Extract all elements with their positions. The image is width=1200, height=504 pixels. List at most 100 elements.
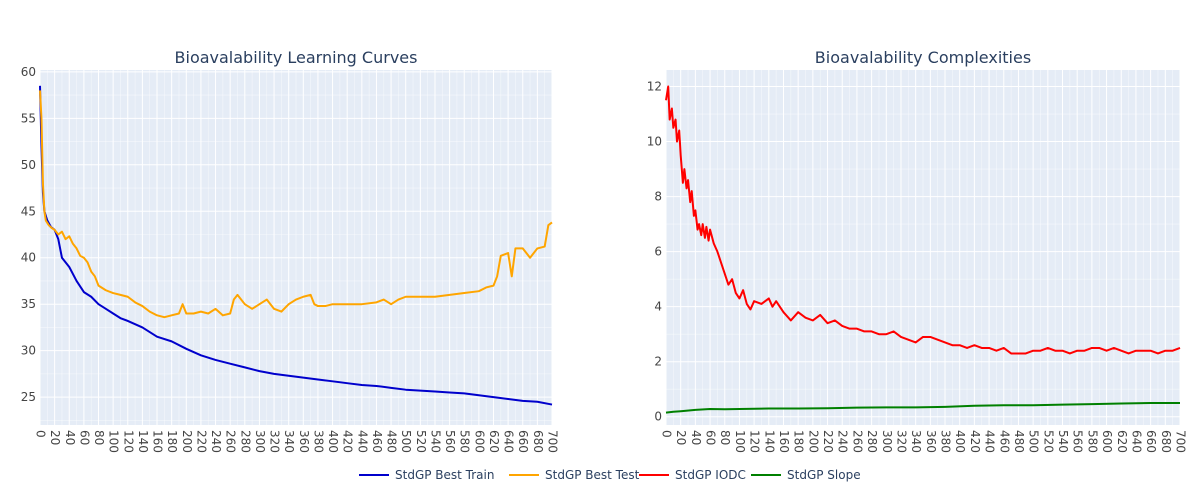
- x-tick-label: 540: [1056, 430, 1070, 453]
- x-tick-label: 320: [268, 430, 282, 453]
- x-tick-label: 660: [1144, 430, 1158, 453]
- x-tick-label: 620: [1115, 430, 1129, 453]
- legend: StdGP Best Train StdGP Best Test StdGP IOD…: [359, 468, 861, 482]
- x-tick-label: 200: [180, 430, 194, 453]
- legend-item-stdgp-best-test[interactable]: StdGP Best Test: [509, 468, 640, 482]
- x-tick-label: 180: [165, 430, 179, 453]
- legend-item-stdgp-best-train[interactable]: StdGP Best Train: [359, 468, 494, 482]
- x-tick-label: 680: [1159, 430, 1173, 453]
- y-tick-label: 55: [21, 111, 36, 125]
- x-tick-label: 360: [924, 430, 938, 453]
- y-tick-label: 6: [654, 245, 662, 259]
- x-tick-label: 500: [399, 430, 413, 453]
- x-tick-label: 100: [733, 430, 747, 453]
- y-tick-label: 0: [654, 410, 662, 424]
- x-tick-label: 60: [77, 430, 91, 445]
- x-tick-label: 300: [253, 430, 267, 453]
- legend-label: StdGP Slope: [787, 468, 861, 482]
- series-line-stdgp-best-train: [39, 85, 553, 406]
- x-tick-label: 80: [718, 430, 732, 445]
- x-tick-label: 640: [502, 430, 516, 453]
- y-tick-label: 50: [21, 158, 36, 172]
- x-tick-label: 440: [983, 430, 997, 453]
- x-tick-label: 420: [341, 430, 355, 453]
- y-tick-label: 4: [654, 300, 662, 314]
- legend-item-stdgp-iodc[interactable]: StdGP IODC: [639, 468, 746, 482]
- x-tick-label: 80: [92, 430, 106, 445]
- x-tick-label: 520: [1041, 430, 1055, 453]
- legend-item-stdgp-slope[interactable]: StdGP Slope: [751, 468, 861, 482]
- series-line-stdgp-best-test: [39, 90, 553, 319]
- x-tick-label: 180: [792, 430, 806, 453]
- legend-label: StdGP Best Train: [395, 468, 494, 482]
- x-tick-label: 420: [968, 430, 982, 453]
- x-tick-label: 560: [443, 430, 457, 453]
- x-tick-label: 400: [953, 430, 967, 453]
- x-tick-label: 20: [48, 430, 62, 445]
- x-tick-label: 20: [674, 430, 688, 445]
- x-tick-label: 440: [355, 430, 369, 453]
- x-tick-label: 140: [136, 430, 150, 453]
- x-tick-label: 240: [836, 430, 850, 453]
- x-tick-label: 200: [806, 430, 820, 453]
- x-tick-label: 560: [1071, 430, 1085, 453]
- x-tick-label: 220: [821, 430, 835, 453]
- x-tick-label: 620: [487, 430, 501, 453]
- x-tick-label: 40: [689, 430, 703, 445]
- x-tick-label: 480: [385, 430, 399, 453]
- x-tick-label: 660: [516, 430, 530, 453]
- x-tick-label: 260: [850, 430, 864, 453]
- x-tick-label: 260: [224, 430, 238, 453]
- x-tick-label: 400: [326, 430, 340, 453]
- x-tick-label: 340: [282, 430, 296, 453]
- x-tick-label: 120: [748, 430, 762, 453]
- x-tick-label: 0: [660, 430, 674, 438]
- x-tick-label: 480: [1012, 430, 1026, 453]
- x-tick-label: 460: [370, 430, 384, 453]
- legend-label: StdGP Best Test: [545, 468, 640, 482]
- y-tick-label: 40: [21, 251, 36, 265]
- y-tick-label: 10: [647, 135, 662, 149]
- y-tick-label: 35: [21, 297, 36, 311]
- x-tick-label: 640: [1129, 430, 1143, 453]
- x-tick-label: 340: [909, 430, 923, 453]
- y-tick-label: 60: [21, 65, 36, 79]
- x-tick-label: 520: [414, 430, 428, 453]
- x-tick-label: 280: [865, 430, 879, 453]
- x-tick-label: 360: [297, 430, 311, 453]
- y-tick-label: 25: [21, 390, 36, 404]
- y-tick-label: 45: [21, 204, 36, 218]
- y-tick-label: 8: [654, 190, 662, 204]
- y-tick-label: 2: [654, 355, 662, 369]
- x-tick-label: 220: [194, 430, 208, 453]
- x-tick-label: 700: [546, 430, 560, 453]
- series-line-stdgp-slope: [665, 401, 1180, 414]
- x-tick-label: 240: [209, 430, 223, 453]
- series-line-stdgp-iodc: [665, 85, 1181, 355]
- x-tick-label: 700: [1174, 430, 1188, 453]
- chart-title: Bioavalability Learning Curves: [175, 48, 418, 67]
- x-tick-label: 500: [1027, 430, 1041, 453]
- x-tick-label: 460: [997, 430, 1011, 453]
- x-tick-label: 600: [472, 430, 486, 453]
- x-tick-label: 380: [939, 430, 953, 453]
- x-tick-label: 140: [762, 430, 776, 453]
- chart-title: Bioavalability Complexities: [815, 48, 1031, 67]
- x-tick-label: 300: [880, 430, 894, 453]
- x-tick-label: 280: [238, 430, 252, 453]
- x-tick-label: 60: [704, 430, 718, 445]
- x-tick-label: 540: [428, 430, 442, 453]
- x-tick-label: 160: [777, 430, 791, 453]
- x-tick-label: 0: [34, 430, 48, 438]
- y-tick-label: 30: [21, 344, 36, 358]
- x-tick-label: 160: [151, 430, 165, 453]
- x-tick-label: 580: [1085, 430, 1099, 453]
- x-tick-label: 40: [63, 430, 77, 445]
- x-tick-label: 680: [531, 430, 545, 453]
- x-tick-label: 380: [311, 430, 325, 453]
- x-tick-label: 120: [121, 430, 135, 453]
